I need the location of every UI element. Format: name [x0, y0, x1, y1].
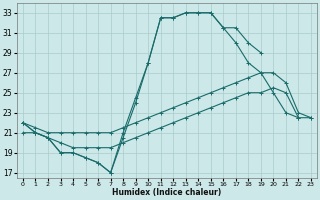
X-axis label: Humidex (Indice chaleur): Humidex (Indice chaleur) — [112, 188, 221, 197]
